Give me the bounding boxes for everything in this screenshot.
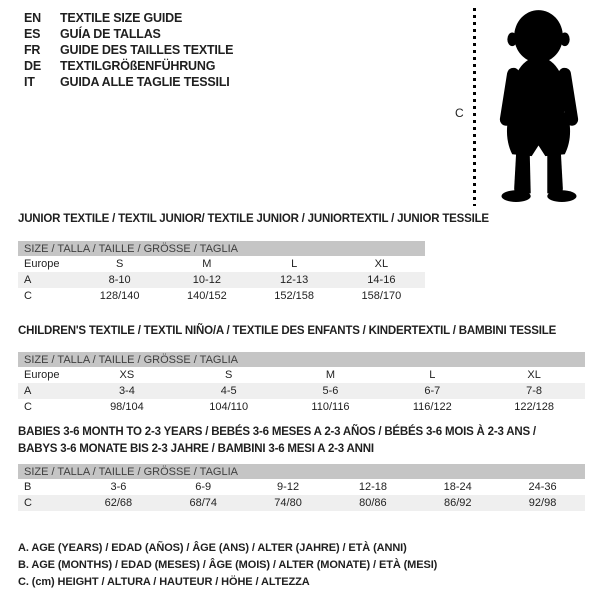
size-cell: 80/86: [330, 495, 416, 511]
language-row: ES GUÍA DE TALLAS: [24, 26, 233, 42]
size-cell: 24-36: [528, 481, 557, 493]
size-cell: 116/122: [412, 401, 452, 413]
size-cell: 104/110: [209, 401, 249, 413]
section-children-textile: CHILDREN'S TEXTILE / TEXTIL NIÑO/A / TEX…: [18, 325, 585, 415]
language-code: EN: [24, 11, 41, 25]
row-label: Europe: [24, 369, 60, 381]
size-cell: 7-8: [483, 383, 585, 399]
size-cell: XS: [119, 369, 135, 381]
size-cell: 98/104: [110, 401, 144, 413]
size-cell: 3-6: [110, 481, 127, 493]
footnote-age-months: B. AGE (MONTHS) / EDAD (MESES) / ÂGE (MO…: [18, 559, 438, 571]
size-cell: 74/80: [245, 495, 331, 511]
section-babies-textile: BABIES 3-6 MONTH TO 2-3 YEARS / BEBÉS 3-…: [18, 424, 585, 511]
children-size-table: SIZE / TALLA / TAILLE / GRÖSSE / TAGLIA E…: [18, 352, 585, 415]
size-cell: 92/98: [500, 495, 585, 511]
row-label: A: [18, 272, 76, 288]
language-code: DE: [24, 59, 41, 73]
size-header-bar: SIZE / TALLA / TAILLE / GRÖSSE / TAGLIA: [18, 464, 585, 479]
language-title: TEXTILE SIZE GUIDE: [60, 11, 183, 25]
row-label: B: [24, 481, 32, 493]
size-cell: 14-16: [337, 272, 425, 288]
language-row: DE TEXTILGRÖßENFÜHRUNG: [24, 58, 233, 74]
row-label: C: [18, 495, 76, 511]
language-list: EN TEXTILE SIZE GUIDE ES GUÍA DE TALLAS …: [24, 10, 233, 90]
language-row: FR GUIDE DES TAILLES TEXTILE: [24, 42, 233, 58]
height-measure-label: C: [455, 106, 464, 120]
footnotes: A. AGE (YEARS) / EDAD (AÑOS) / ÂGE (ANS)…: [18, 540, 437, 591]
size-cell: 4-5: [177, 383, 280, 399]
language-code: IT: [24, 75, 35, 89]
language-row: EN TEXTILE SIZE GUIDE: [24, 10, 233, 26]
toddler-silhouette-icon: [499, 10, 579, 202]
language-title: TEXTILGRÖßENFÜHRUNG: [60, 59, 216, 73]
section-junior-textile: JUNIOR TEXTILE / TEXTIL JUNIOR/ TEXTILE …: [18, 213, 489, 304]
footnote-height-cm: C. (cm) HEIGHT / ALTURA / HAUTEUR / HÖHE…: [18, 576, 310, 588]
size-cell: 152/158: [274, 290, 314, 302]
language-code: FR: [24, 43, 41, 57]
size-cell: 8-10: [76, 272, 164, 288]
size-cell: S: [225, 369, 233, 381]
table-row: C 62/68 68/74 74/80 80/86 86/92 92/98: [18, 495, 585, 511]
language-row: IT GUIDA ALLE TAGLIE TESSILI: [24, 74, 233, 90]
height-figure: C: [455, 6, 600, 211]
junior-size-table: SIZE / TALLA / TAILLE / GRÖSSE / TAGLIA E…: [18, 241, 425, 304]
size-cell: 110/116: [311, 401, 350, 413]
size-cell: 12-13: [250, 272, 338, 288]
size-cell: 128/140: [99, 290, 140, 302]
size-cell: 62/68: [76, 495, 161, 511]
size-cell: XL: [374, 258, 389, 270]
size-cell: 5-6: [279, 383, 382, 399]
table-row: Europe XS S M L XL: [18, 367, 585, 383]
size-cell: M: [325, 369, 336, 381]
size-cell: 140/152: [186, 290, 227, 302]
size-cell: 6-9: [195, 481, 212, 493]
language-title: GUÍA DE TALLAS: [60, 27, 161, 41]
size-header-bar: SIZE / TALLA / TAILLE / GRÖSSE / TAGLIA: [18, 352, 585, 367]
size-cell: 3-4: [76, 383, 178, 399]
language-code: ES: [24, 27, 41, 41]
row-label: A: [18, 383, 76, 399]
section-heading-junior: JUNIOR TEXTILE / TEXTIL JUNIOR/ TEXTILE …: [18, 213, 489, 225]
size-cell: 10-12: [163, 272, 251, 288]
section-heading-babies-line1: BABIES 3-6 MONTH TO 2-3 YEARS / BEBÉS 3-…: [18, 426, 536, 438]
row-label: C: [24, 401, 32, 413]
table-row: Europe S M L XL: [18, 256, 425, 272]
table-row: A 3-4 4-5 5-6 6-7 7-8: [18, 383, 585, 399]
row-label: C: [24, 290, 32, 302]
size-cell: 68/74: [160, 495, 246, 511]
footnote-age-years: A. AGE (YEARS) / EDAD (AÑOS) / ÂGE (ANS)…: [18, 542, 407, 554]
size-cell: S: [115, 258, 124, 270]
size-cell: M: [202, 258, 212, 270]
size-cell: L: [429, 369, 436, 381]
table-row: C 98/104 104/110 110/116 116/122 122/128: [18, 399, 585, 415]
size-cell: 86/92: [415, 495, 501, 511]
row-label: Europe: [24, 258, 60, 270]
size-cell: 12-18: [358, 481, 387, 493]
size-cell: 6-7: [381, 383, 484, 399]
size-cell: L: [291, 258, 298, 270]
table-row: B 3-6 6-9 9-12 12-18 18-24 24-36: [18, 479, 585, 495]
size-cell: 122/128: [514, 401, 554, 413]
size-header-bar: SIZE / TALLA / TAILLE / GRÖSSE / TAGLIA: [18, 241, 425, 256]
language-title: GUIDE DES TAILLES TEXTILE: [60, 43, 234, 57]
size-cell: XL: [527, 369, 541, 381]
height-measure-line: [473, 8, 476, 206]
size-cell: 18-24: [443, 481, 472, 493]
section-heading-children: CHILDREN'S TEXTILE / TEXTIL NIÑO/A / TEX…: [18, 325, 557, 337]
table-row: C 128/140 140/152 152/158 158/170: [18, 288, 425, 304]
size-cell: 158/170: [361, 290, 402, 302]
language-title: GUIDA ALLE TAGLIE TESSILI: [60, 75, 230, 89]
size-cell: 9-12: [277, 481, 300, 493]
babies-size-table: SIZE / TALLA / TAILLE / GRÖSSE / TAGLIA B…: [18, 464, 585, 511]
table-row: A 8-10 10-12 12-13 14-16: [18, 272, 425, 288]
section-heading-babies-line2: BABYS 3-6 MONATE BIS 2-3 JAHRE / BAMBINI…: [18, 443, 374, 455]
